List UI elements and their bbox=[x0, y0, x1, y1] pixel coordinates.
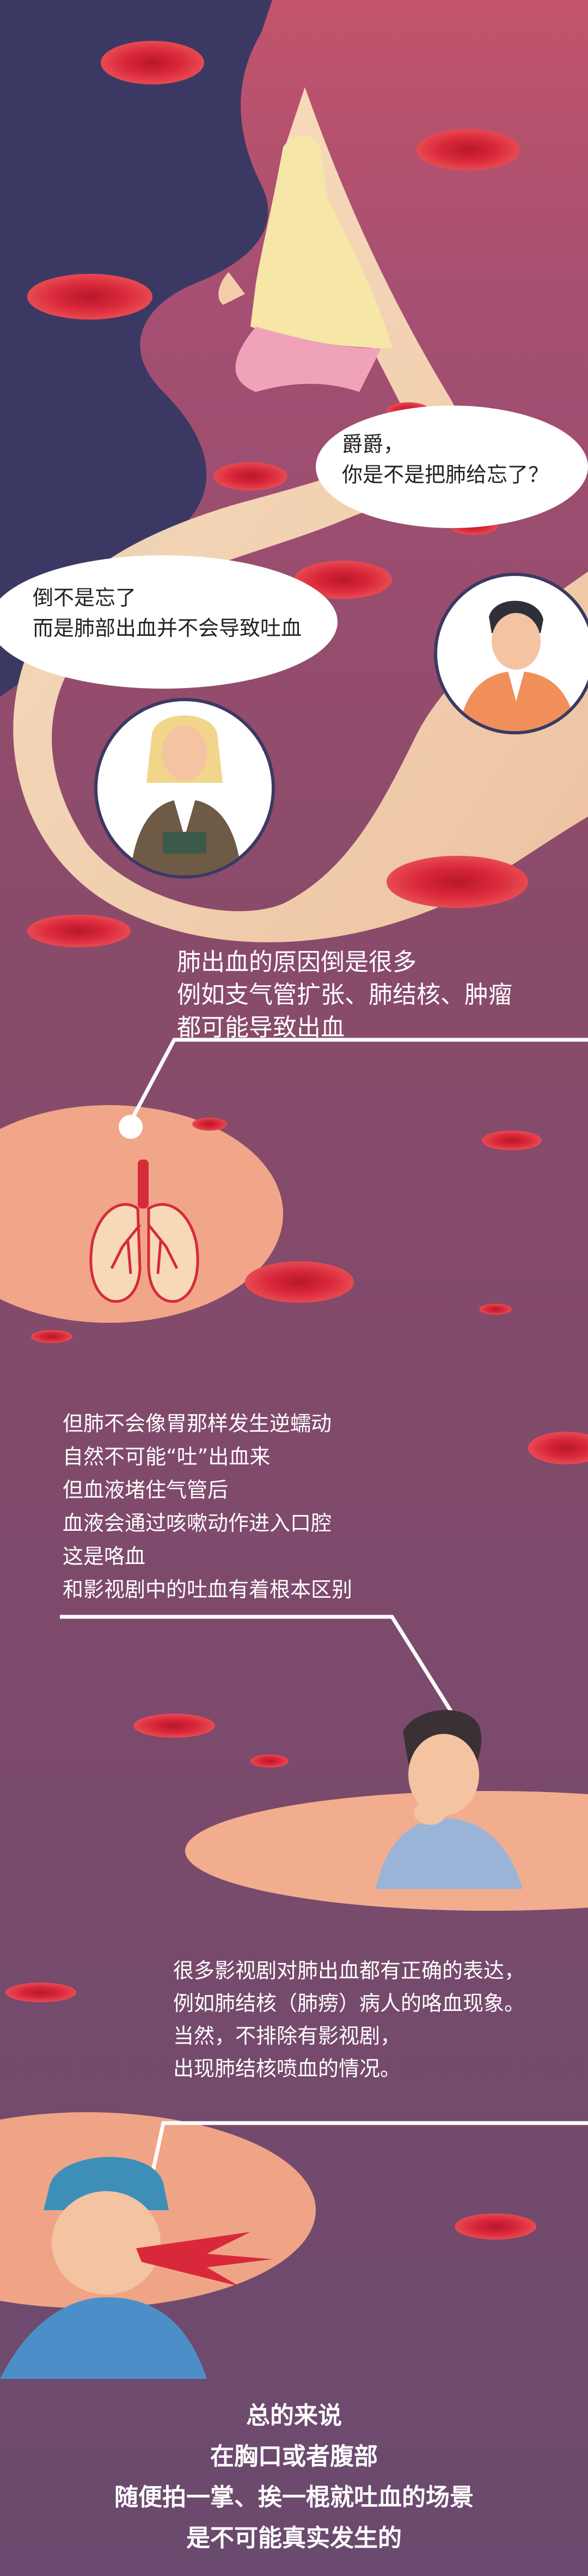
text-line: 很多影视剧对肺出血都有正确的表达， bbox=[173, 1959, 525, 1983]
speech-bubble-answer bbox=[0, 555, 338, 689]
text-line: 当然，不排除有影视剧， bbox=[173, 2024, 401, 2048]
speech-line: 而是肺部出血并不会导致吐血 bbox=[33, 616, 302, 640]
speech-text-question: 爵爵， 你是不是把肺给忘了？ bbox=[342, 429, 549, 490]
speech-line: 爵爵， bbox=[342, 432, 405, 456]
drama-text: 很多影视剧对肺出血都有正确的表达， 例如肺结核（肺痨）病人的咯血现象。 当然，不… bbox=[173, 1954, 525, 2085]
text-line: 血液会通过咳嗽动作进入口腔 bbox=[63, 1511, 332, 1535]
text-line: 在胸口或者腹部 bbox=[210, 2443, 378, 2470]
text-line: 这是咯血 bbox=[63, 1544, 146, 1568]
speech-bubble-question bbox=[316, 406, 588, 528]
text-line: 例如肺结核（肺痨）病人的咯血现象。 bbox=[173, 1991, 525, 2015]
text-line: 肺出血的原因倒是很多 bbox=[177, 948, 416, 976]
text-line: 但血液堵住气管后 bbox=[63, 1478, 229, 1502]
text-line: 例如支气管扩张、肺结核、肿瘤 bbox=[177, 981, 512, 1009]
summary-text: 总的来说 在胸口或者腹部 随便拍一掌、挨一棍就吐血的场景 是不可能真实发生的 bbox=[0, 2395, 588, 2559]
lung-cause-text: 肺出血的原因倒是很多 例如支气管扩张、肺结核、肿瘤 都可能导致出血 bbox=[177, 946, 512, 1044]
text-line: 但肺不会像胃那样发生逆蠕动 bbox=[63, 1412, 332, 1436]
text-line: 是不可能真实发生的 bbox=[186, 2524, 402, 2552]
text-line: 出现肺结核喷血的情况。 bbox=[173, 2057, 401, 2081]
text-line: 随便拍一掌、挨一棍就吐血的场景 bbox=[114, 2483, 474, 2511]
speech-line: 你是不是把肺给忘了？ bbox=[342, 463, 549, 487]
portrait-suit-man bbox=[434, 573, 588, 734]
portrait-wigged-man bbox=[94, 698, 275, 879]
speech-line: 倒不是忘了 bbox=[33, 586, 137, 610]
text-line: 和影视剧中的吐血有着根本区别 bbox=[63, 1578, 353, 1602]
text-line: 总的来说 bbox=[246, 2402, 342, 2430]
speech-text-answer: 倒不是忘了 而是肺部出血并不会导致吐血 bbox=[33, 582, 302, 643]
text-line: 自然不可能“吐”出血来 bbox=[63, 1445, 271, 1469]
text-line: 都可能导致出血 bbox=[177, 1014, 345, 1041]
cough-text: 但肺不会像胃那样发生逆蠕动 自然不可能“吐”出血来 但血液堵住气管后 血液会通过… bbox=[63, 1407, 352, 1606]
